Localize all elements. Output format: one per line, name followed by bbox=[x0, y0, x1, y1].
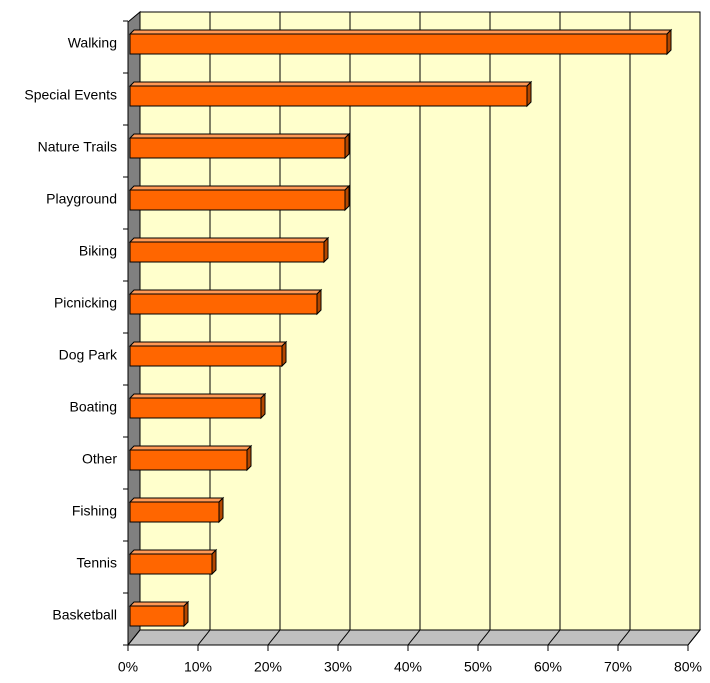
x-tick-label: 0% bbox=[118, 659, 138, 675]
bar-top bbox=[128, 497, 225, 503]
bar bbox=[129, 501, 220, 523]
bar bbox=[129, 33, 668, 55]
bar-top bbox=[128, 29, 673, 35]
bar bbox=[129, 241, 325, 263]
bar bbox=[129, 189, 346, 211]
bar bbox=[129, 85, 528, 107]
y-tick-label: Fishing bbox=[72, 503, 117, 519]
y-tick-label: Boating bbox=[70, 399, 117, 415]
bar-side bbox=[211, 548, 217, 576]
bar bbox=[129, 553, 213, 575]
grid-line bbox=[477, 629, 491, 646]
y-tick-label: Special Events bbox=[24, 87, 117, 103]
bar-top bbox=[128, 341, 288, 347]
bar-top bbox=[128, 81, 533, 87]
y-tick-label: Dog Park bbox=[59, 347, 118, 363]
bar-top bbox=[128, 445, 253, 451]
grid-line bbox=[687, 629, 701, 646]
x-tick-label: 70% bbox=[604, 659, 632, 675]
bar-side bbox=[323, 236, 329, 264]
bar bbox=[129, 137, 346, 159]
grid-line bbox=[407, 629, 421, 646]
bar-side bbox=[344, 132, 350, 160]
x-tick-label: 80% bbox=[674, 659, 702, 675]
bar-side bbox=[316, 288, 322, 316]
x-tick-label: 50% bbox=[464, 659, 492, 675]
x-tick-label: 10% bbox=[184, 659, 212, 675]
x-tick-label: 60% bbox=[534, 659, 562, 675]
grid-line bbox=[617, 629, 631, 646]
y-tick-label: Biking bbox=[79, 243, 117, 259]
bar-side bbox=[666, 28, 672, 56]
bar-top bbox=[128, 237, 330, 243]
grid-line bbox=[547, 629, 561, 646]
bar bbox=[129, 293, 318, 315]
bar-side bbox=[281, 340, 287, 368]
x-tick-label: 30% bbox=[324, 659, 352, 675]
bar bbox=[129, 449, 248, 471]
bar-side bbox=[526, 80, 532, 108]
grid-line bbox=[267, 629, 281, 646]
bar-side bbox=[246, 444, 252, 472]
y-tick-label: Tennis bbox=[77, 555, 117, 571]
bar-top bbox=[128, 133, 351, 139]
y-tick-label: Other bbox=[82, 451, 117, 467]
bar-top bbox=[128, 393, 267, 399]
bar-top bbox=[128, 601, 190, 607]
y-tick-label: Walking bbox=[68, 35, 117, 51]
x-tick-label: 20% bbox=[254, 659, 282, 675]
bar-top bbox=[128, 549, 218, 555]
x-tick-label: 40% bbox=[394, 659, 422, 675]
y-tick-label: Basketball bbox=[52, 607, 117, 623]
bar-top bbox=[128, 185, 351, 191]
bar-top bbox=[128, 289, 323, 295]
y-tick-label: Nature Trails bbox=[38, 139, 117, 155]
bar-side bbox=[260, 392, 266, 420]
bar bbox=[129, 605, 185, 627]
y-tick-label: Playground bbox=[46, 191, 117, 207]
grid-line bbox=[127, 629, 141, 646]
bar-side bbox=[218, 496, 224, 524]
y-tick-label: Picnicking bbox=[54, 295, 117, 311]
bar-side bbox=[183, 600, 189, 628]
grid-line bbox=[197, 629, 211, 646]
bar bbox=[129, 345, 283, 367]
bar-side bbox=[344, 184, 350, 212]
grid-line bbox=[337, 629, 351, 646]
bar bbox=[129, 397, 262, 419]
